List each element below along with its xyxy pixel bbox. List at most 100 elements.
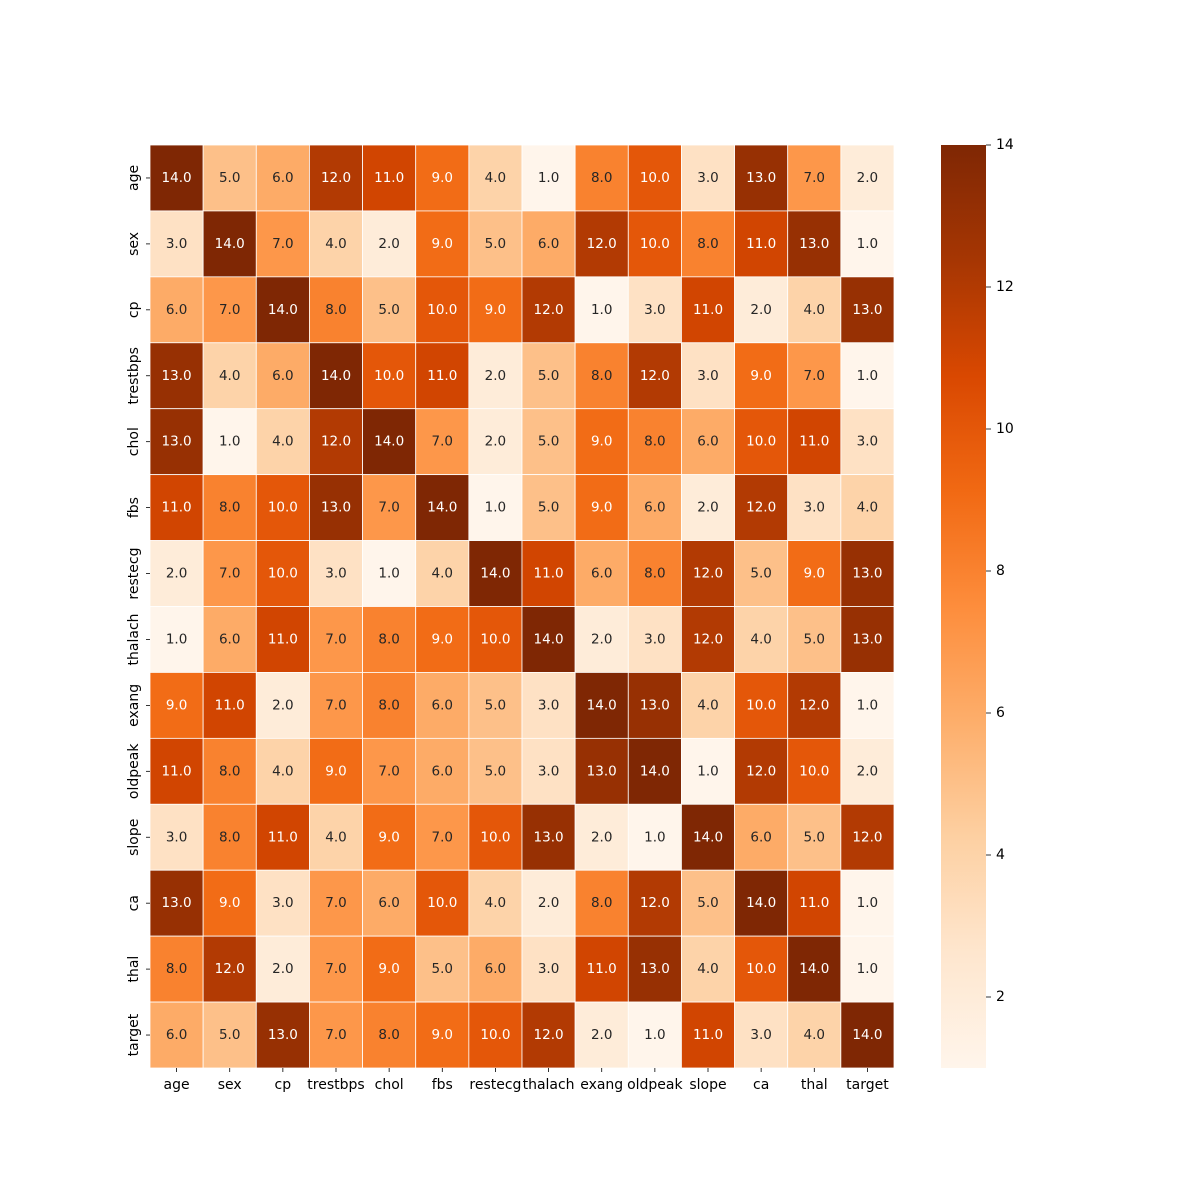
heatmap-cell	[787, 210, 842, 278]
colorbar-tick-label: 6	[996, 705, 1005, 721]
cell-value-label: 6.0	[378, 895, 399, 911]
cell-value-label: 13.0	[640, 961, 670, 977]
cell-value-label: 6.0	[591, 566, 612, 582]
heatmap-cell	[362, 210, 417, 278]
heatmap-cell	[627, 1001, 682, 1069]
cell-value-label: 7.0	[325, 631, 346, 647]
heatmap-cell	[521, 408, 576, 476]
heatmap-cell	[734, 540, 789, 607]
cell-value-label: 14.0	[852, 1027, 882, 1043]
heatmap-cell	[627, 803, 682, 871]
cell-value-label: 13.0	[534, 829, 564, 845]
heatmap-cell	[787, 869, 842, 937]
cell-value-label: 9.0	[219, 895, 240, 911]
cell-value-label: 7.0	[219, 566, 240, 582]
cell-value-label: 8.0	[378, 631, 399, 647]
cell-value-label: 2.0	[591, 631, 612, 647]
y-tick-label: chol	[126, 427, 142, 456]
cell-value-label: 9.0	[378, 829, 399, 845]
y-tick-label: slope	[126, 819, 142, 856]
heatmap-cell	[309, 737, 363, 805]
cell-value-label: 11.0	[162, 500, 192, 516]
cell-value-label: 7.0	[325, 1027, 346, 1043]
heatmap-cell	[840, 737, 895, 805]
heatmap-cell	[627, 408, 682, 476]
cell-value-label: 10.0	[480, 1027, 510, 1043]
heatmap-cell	[468, 474, 523, 541]
cell-value-label: 3.0	[857, 434, 878, 450]
cell-value-label: 9.0	[325, 763, 346, 779]
cell-value-label: 8.0	[219, 500, 240, 516]
x-tick-label: slope	[689, 1077, 726, 1093]
heatmap-cell	[521, 672, 576, 739]
cell-value-label: 9.0	[591, 434, 612, 450]
cell-value-label: 14.0	[321, 368, 351, 384]
cell-value-label: 2.0	[378, 236, 399, 252]
heatmap-cell	[681, 210, 735, 278]
cell-value-label: 1.0	[538, 170, 559, 186]
heatmap-cell	[362, 737, 417, 805]
cell-value-label: 8.0	[378, 1027, 399, 1043]
cell-value-label: 3.0	[325, 566, 346, 582]
heatmap-cell	[734, 276, 789, 344]
cell-value-label: 10.0	[480, 631, 510, 647]
cell-value-label: 6.0	[644, 500, 665, 516]
heatmap-cell	[840, 210, 895, 278]
cell-value-label: 2.0	[272, 697, 293, 713]
y-tick-label: thalach	[126, 613, 142, 665]
heatmap-cell	[521, 144, 576, 212]
cell-value-label: 14.0	[746, 895, 776, 911]
heatmap-cell	[787, 408, 842, 476]
cell-value-label: 9.0	[432, 170, 453, 186]
cell-value-label: 11.0	[268, 829, 298, 845]
cell-value-label: 9.0	[432, 631, 453, 647]
cell-value-label: 2.0	[272, 961, 293, 977]
heatmap-cell	[840, 869, 895, 937]
cell-value-label: 1.0	[644, 1027, 665, 1043]
cell-value-label: 5.0	[485, 236, 506, 252]
cell-value-label: 8.0	[219, 829, 240, 845]
heatmap-cell	[415, 342, 470, 410]
heatmap-cell	[468, 606, 523, 673]
cell-value-label: 5.0	[697, 895, 718, 911]
cell-value-label: 9.0	[485, 302, 506, 318]
cell-value-label: 10.0	[374, 368, 404, 384]
heatmap-cell	[840, 276, 895, 344]
heatmap-cell	[202, 869, 257, 937]
heatmap-cell	[681, 672, 735, 739]
cell-value-label: 11.0	[587, 961, 617, 977]
heatmap-cell	[468, 935, 523, 1003]
heatmap-cell	[521, 935, 576, 1003]
heatmap-cell	[309, 210, 363, 278]
heatmap-cell	[840, 803, 895, 871]
cell-value-label: 11.0	[693, 302, 723, 318]
cell-value-label: 3.0	[697, 170, 718, 186]
heatmap-cell	[149, 1001, 204, 1069]
cell-value-label: 14.0	[693, 829, 723, 845]
heatmap-cell	[309, 606, 363, 673]
heatmap-cell	[627, 869, 682, 937]
cell-value-label: 11.0	[427, 368, 457, 384]
colorbar-tick-label: 12	[996, 279, 1014, 295]
cell-value-label: 8.0	[166, 961, 187, 977]
y-tick-label: oldpeak	[126, 743, 142, 799]
heatmap-cell	[627, 935, 682, 1003]
cell-value-label: 10.0	[746, 434, 776, 450]
cell-value-label: 12.0	[321, 434, 351, 450]
heatmap-cell	[681, 342, 735, 410]
cell-value-label: 4.0	[432, 566, 453, 582]
cell-value-label: 5.0	[432, 961, 453, 977]
cell-value-label: 9.0	[804, 566, 825, 582]
heatmap-cell	[627, 276, 682, 344]
heatmap-cell	[734, 803, 789, 871]
cell-value-label: 3.0	[538, 697, 559, 713]
cell-value-label: 12.0	[799, 697, 829, 713]
cell-value-label: 7.0	[325, 895, 346, 911]
cell-value-label: 7.0	[432, 829, 453, 845]
heatmap-cell	[521, 210, 576, 278]
cell-value-label: 4.0	[325, 236, 346, 252]
colorbar-tick-label: 4	[996, 847, 1005, 863]
cell-value-label: 14.0	[427, 500, 457, 516]
heatmap-cell	[149, 737, 204, 805]
